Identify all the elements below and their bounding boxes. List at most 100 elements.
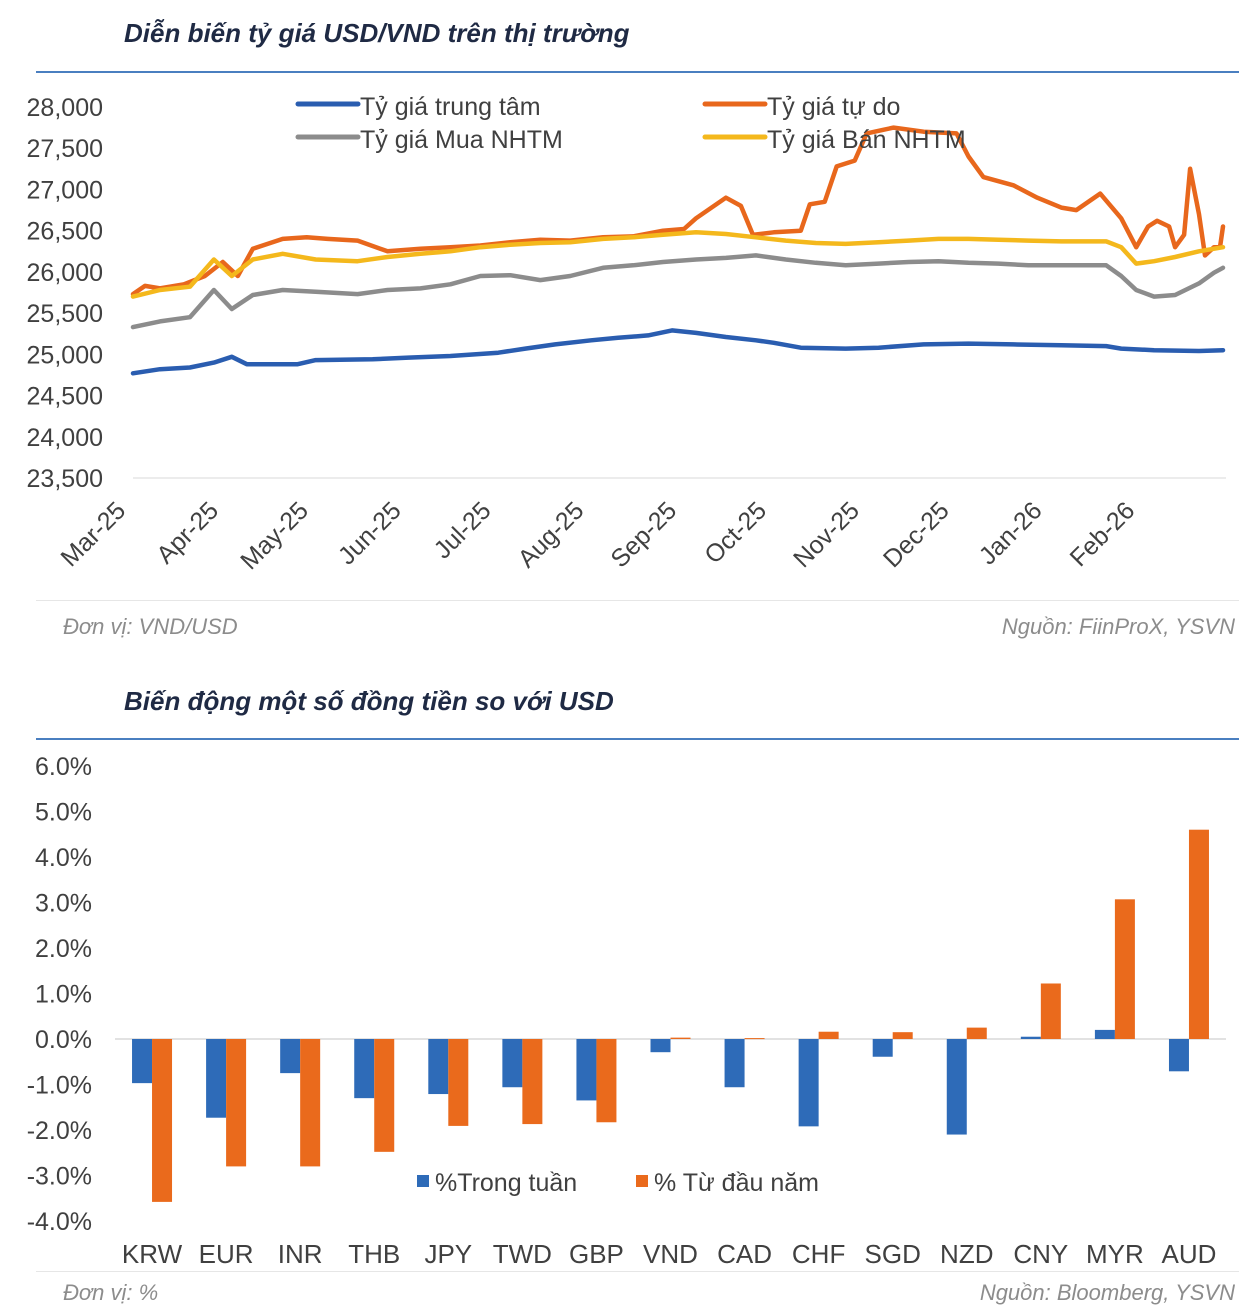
x-tick-label: Sep-25 [605, 496, 682, 573]
series-line-free [130, 125, 1226, 297]
bar-ytd [670, 1037, 691, 1039]
legend-label-free: Tỷ giá tự do [767, 93, 900, 121]
legend-swatch-weekly [417, 1175, 429, 1187]
y-tick-label: -1.0% [27, 1072, 92, 1100]
bar-ytd [744, 1038, 765, 1040]
bar-weekly [724, 1039, 745, 1088]
x-tick-label: GBP [569, 1239, 624, 1269]
x-tick-label: Dec-25 [878, 496, 955, 573]
chart2-footer-rule [36, 1271, 1239, 1272]
y-tick-label: 27,000 [27, 176, 103, 204]
y-tick-label: 1.0% [35, 981, 92, 1009]
y-tick-label: 3.0% [35, 890, 92, 918]
x-tick-label: TWD [493, 1239, 552, 1269]
x-tick-label: CNY [1013, 1239, 1068, 1269]
series-line-sell [130, 230, 1226, 299]
y-tick-label: 4.0% [35, 844, 92, 872]
y-tick-label: 6.0% [35, 753, 92, 781]
x-tick-label: SGD [865, 1239, 921, 1269]
bar-ytd [596, 1039, 617, 1123]
bar-weekly [1020, 1036, 1041, 1039]
x-tick-label: Aug-25 [513, 496, 590, 573]
x-tick-label: Jul-25 [429, 496, 497, 564]
bar-ytd [522, 1039, 543, 1125]
x-tick-label: Jun-25 [333, 496, 407, 570]
chart1-title: Diễn biến tỷ giá USD/VND trên thị trường [124, 18, 630, 48]
x-tick-label: Oct-25 [699, 496, 772, 569]
y-tick-label: 24,000 [27, 424, 103, 452]
x-tick-label: JPY [424, 1239, 472, 1269]
y-tick-label: -3.0% [27, 1163, 92, 1191]
x-tick-label: VND [643, 1239, 698, 1269]
y-tick-label: 25,500 [27, 300, 103, 328]
bar-weekly [132, 1039, 153, 1084]
x-tick-label: THB [348, 1239, 400, 1269]
y-tick-label: 0.0% [35, 1026, 92, 1054]
bar-ytd [892, 1032, 913, 1039]
x-tick-label: NZD [940, 1239, 993, 1269]
bar-weekly [1168, 1039, 1189, 1072]
chart2-source-note: Nguồn: Bloomberg, YSVN [979, 1280, 1235, 1305]
bar-weekly [872, 1039, 893, 1057]
chart2-title-rule [36, 738, 1239, 740]
y-tick-label: 2.0% [35, 935, 92, 963]
bar-weekly [206, 1039, 227, 1118]
x-tick-label: CHF [792, 1239, 845, 1269]
bar-ytd [226, 1039, 247, 1167]
bar-ytd [1188, 829, 1209, 1039]
x-tick-label: May-25 [235, 496, 314, 575]
chart2-unit-note: Đơn vị: % [63, 1280, 159, 1305]
bar-weekly [354, 1039, 375, 1099]
bar-ytd [1114, 899, 1135, 1039]
chart1-source-note: Nguồn: FiinProX, YSVN [1001, 614, 1235, 639]
y-tick-label: 23,500 [27, 465, 103, 493]
y-tick-label: -4.0% [27, 1208, 92, 1236]
chart1-unit-note: Đơn vị: VND/USD [63, 614, 238, 639]
bar-ytd [374, 1039, 395, 1152]
currency-change-bar-chart: 6.0% 5.0% 4.0% 3.0% 2.0% 1.0% 0.0% -1.0% -2.0% -3… [27, 753, 1226, 1269]
bar-weekly [280, 1039, 301, 1074]
y-tick-label: -2.0% [27, 1117, 92, 1145]
x-tick-label: Feb-26 [1065, 496, 1141, 572]
chart1-title-rule [36, 71, 1239, 73]
bar-weekly [946, 1039, 967, 1135]
y-tick-label: 28,000 [27, 94, 103, 122]
y-tick-label: 25,000 [27, 341, 103, 369]
bar-ytd [966, 1027, 987, 1039]
x-tick-label: Jan-26 [974, 496, 1048, 570]
chart1-footer-rule [36, 600, 1239, 601]
bar-weekly [502, 1039, 523, 1088]
x-tick-label: INR [278, 1239, 323, 1269]
bar-ytd [152, 1039, 173, 1202]
exchange-rate-line-chart: 28,000 27,500 27,000 26,500 26,000 25,500 25,0… [27, 93, 1226, 575]
x-tick-label: EUR [199, 1239, 254, 1269]
bar-ytd [300, 1039, 321, 1167]
bar-weekly [428, 1039, 449, 1095]
legend-label-buy: Tỷ giá Mua NHTM [360, 126, 563, 154]
bar-ytd [1040, 983, 1061, 1039]
legend-label-sell: Tỷ giá Bán NHTM [767, 126, 966, 154]
legend-swatch-ytd [636, 1175, 648, 1187]
series-line-buy [130, 253, 1226, 330]
x-tick-label: AUD [1162, 1239, 1217, 1269]
bar-ytd [448, 1039, 469, 1126]
bar-weekly [798, 1039, 819, 1127]
y-tick-label: 26,500 [27, 218, 103, 246]
x-tick-label: Mar-25 [55, 496, 131, 572]
x-tick-label: Apr-25 [151, 496, 224, 569]
y-tick-label: 26,000 [27, 259, 103, 287]
series-line-central [130, 328, 1226, 376]
x-tick-label: MYR [1086, 1239, 1144, 1269]
bar-ytd [818, 1031, 839, 1039]
bar-weekly [1094, 1029, 1115, 1039]
x-tick-label: Nov-25 [788, 496, 865, 573]
legend-label-weekly: %Trong tuần [435, 1169, 577, 1197]
y-tick-label: 27,500 [27, 135, 103, 163]
x-tick-label: KRW [122, 1239, 183, 1269]
chart2-title: Biến động một số đồng tiền so với USD [124, 686, 614, 716]
legend-label-ytd: % Từ đầu năm [654, 1169, 819, 1197]
bar-weekly [576, 1039, 597, 1101]
y-tick-label: 24,500 [27, 383, 103, 411]
legend-label-central: Tỷ giá trung tâm [360, 93, 541, 121]
x-tick-label: CAD [717, 1239, 772, 1269]
